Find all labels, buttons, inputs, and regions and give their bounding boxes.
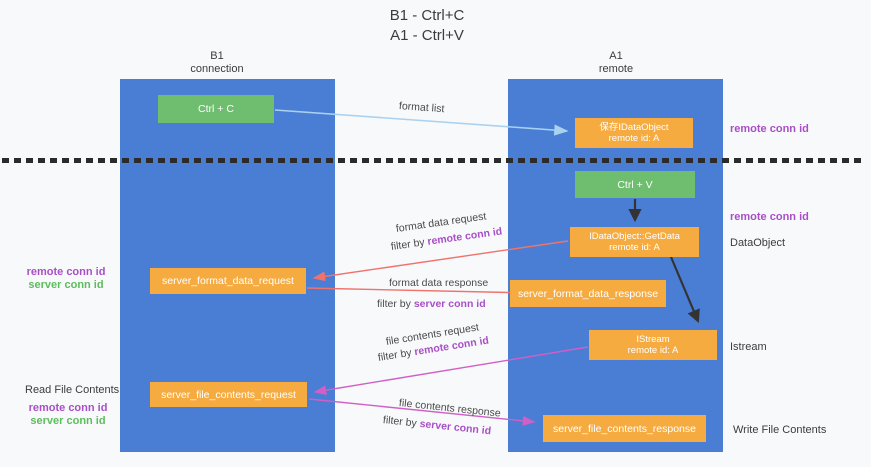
annotation-conn-ids-file: remote conn id server conn id [22, 402, 114, 428]
annotation-remote-conn-id-2: remote conn id [28, 402, 108, 414]
annotation-istream: Istream [730, 341, 767, 353]
node-istream-line1: IStream [636, 334, 670, 345]
annotation-server-conn-id-1: server conn id [28, 279, 104, 291]
label-filter-prefix-1: filter by [390, 236, 426, 253]
label-filter-by-server-2: filter by server conn id [382, 414, 491, 437]
node-ctrl-v: Ctrl + V [575, 171, 695, 198]
lane-a1-role: remote [598, 63, 634, 75]
node-server-format-data-response: server_format_data_response [510, 280, 666, 307]
annotation-read-file-contents: Read File Contents [25, 384, 120, 396]
label-filter-id-4: server conn id [419, 417, 492, 438]
lane-b1-role: connection [190, 63, 244, 75]
session-divider-dashed-line [2, 158, 862, 163]
annotation-remote-conn-id-top: remote conn id [730, 123, 809, 135]
annotation-server-conn-id-2: server conn id [30, 415, 106, 427]
lane-header-a1: A1 remote [556, 50, 676, 76]
annotation-remote-conn-id-mid: remote conn id [730, 211, 809, 223]
node-idataobject-getdata: IDataObject::GetData remote id: A [570, 227, 699, 257]
node-server-format-data-request: server_format_data_request [150, 268, 306, 294]
label-format-data-response: format data response [389, 277, 489, 289]
title-line-2: A1 - Ctrl+V [390, 27, 464, 44]
node-idataobject-getdata-line2: remote id: A [609, 242, 660, 253]
label-filter-id-2: server conn id [413, 298, 486, 310]
label-filter-by-server-1: filter by server conn id [377, 298, 486, 310]
title-line-1: B1 - Ctrl+C [389, 7, 465, 24]
lane-header-b1: B1 connection [157, 50, 277, 76]
node-save-idataobject-line2: remote id: A [608, 133, 660, 144]
node-save-idataobject-line1: 保存IDataObject [599, 122, 669, 133]
annotation-write-file-contents: Write File Contents [733, 424, 827, 436]
label-filter-prefix-2: filter by [377, 298, 411, 310]
node-save-idataobject: 保存IDataObject remote id: A [575, 118, 693, 148]
label-filter-prefix-4: filter by [382, 414, 418, 430]
diagram-title: B1 - Ctrl+C A1 - Ctrl+V [357, 6, 497, 46]
node-istream-line2: remote id: A [627, 345, 679, 356]
node-istream: IStream remote id: A [589, 330, 717, 360]
annotation-conn-ids-format: remote conn id server conn id [20, 266, 112, 292]
node-server-file-contents-request: server_file_contents_request [150, 382, 307, 407]
node-idataobject-getdata-line1: IDataObject::GetData [589, 231, 680, 242]
annotation-dataobject: DataObject [730, 237, 786, 249]
node-server-file-contents-response: server_file_contents_response [543, 415, 706, 442]
annotation-remote-conn-id-1: remote conn id [26, 266, 106, 278]
label-format-list: format list [398, 100, 445, 116]
node-ctrl-c: Ctrl + C [158, 95, 274, 123]
lane-a1-name: A1 [609, 50, 623, 62]
label-filter-prefix-3: filter by [377, 346, 413, 364]
lane-b1-name: B1 [210, 50, 224, 62]
